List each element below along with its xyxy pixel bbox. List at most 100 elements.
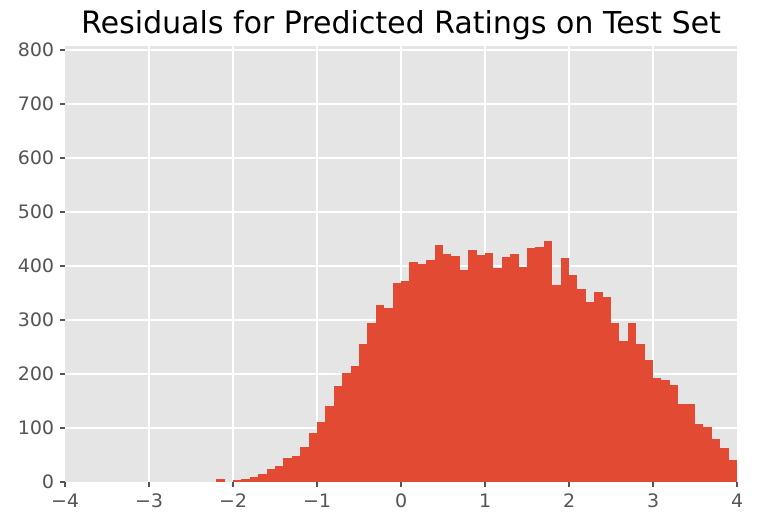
y-tick-label: 0: [41, 471, 54, 493]
histogram-bar: [392, 283, 401, 482]
chart-title: Residuals for Predicted Ratings on Test …: [81, 6, 721, 41]
histogram-bar: [359, 344, 368, 482]
histogram-bar: [384, 308, 393, 482]
x-tick-mark: [316, 482, 318, 487]
histogram-bar: [686, 403, 695, 482]
histogram-bar: [585, 302, 595, 482]
histogram-bar: [611, 322, 620, 482]
histogram-bar: [317, 422, 326, 482]
y-tick-mark: [60, 319, 65, 321]
histogram-bar: [485, 252, 494, 482]
histogram-bar: [476, 255, 485, 482]
histogram-bar: [291, 456, 301, 482]
histogram-bar: [308, 433, 317, 482]
x-tick-label: −1: [302, 490, 331, 512]
histogram-bar: [426, 259, 435, 482]
histogram-bar: [569, 274, 578, 482]
histogram-bar: [711, 439, 721, 482]
y-tick-mark: [60, 157, 65, 159]
x-tick-mark: [568, 482, 570, 487]
x-tick-mark: [736, 482, 738, 487]
histogram-bar: [233, 480, 242, 482]
histogram-bar: [258, 473, 267, 482]
y-tick-label: 700: [17, 93, 54, 115]
histogram-bar: [401, 281, 410, 482]
histogram-bar: [728, 459, 737, 482]
y-tick-label: 800: [17, 39, 54, 61]
x-tick-label: −2: [218, 490, 247, 512]
x-tick-label: 0: [394, 490, 408, 512]
histogram-bar: [678, 403, 687, 482]
histogram-bar: [342, 373, 351, 482]
histogram-bar: [266, 469, 275, 482]
y-tick-label: 300: [17, 309, 54, 331]
histogram-bar: [644, 359, 653, 482]
x-tick-mark: [484, 482, 486, 487]
histogram-bar: [409, 261, 418, 482]
histogram-bar: [661, 379, 670, 482]
histogram-bar: [417, 263, 427, 482]
histogram-bar: [375, 305, 385, 482]
histogram-bar: [451, 256, 460, 482]
histogram-bar: [619, 341, 628, 482]
y-tick-mark: [60, 265, 65, 267]
plot-area: [65, 46, 737, 482]
histogram-bar: [325, 406, 334, 482]
histogram-bar: [594, 291, 603, 482]
histogram-bar: [653, 378, 662, 482]
y-tick-label: 100: [17, 417, 54, 439]
x-tick-label: 4: [730, 490, 744, 512]
y-tick-label: 500: [17, 201, 54, 223]
y-tick-label: 200: [17, 363, 54, 385]
histogram-bar: [468, 249, 477, 482]
histogram-bar: [510, 254, 519, 482]
x-tick-mark: [652, 482, 654, 487]
histogram-bar: [275, 466, 284, 482]
histogram-bar: [560, 257, 569, 482]
y-tick-label: 600: [17, 147, 54, 169]
histogram-bar: [434, 245, 443, 482]
y-tick-mark: [60, 373, 65, 375]
gridline-vertical-2: [568, 46, 570, 482]
histogram-bar: [720, 447, 729, 482]
y-tick-mark: [60, 103, 65, 105]
histogram-bar: [501, 257, 511, 482]
x-tick-mark: [232, 482, 234, 487]
y-tick-mark: [60, 49, 65, 51]
x-tick-mark: [64, 482, 66, 487]
histogram-bar: [300, 446, 309, 482]
histogram-bar: [602, 296, 611, 482]
histogram-bar: [459, 269, 469, 482]
y-tick-label: 400: [17, 255, 54, 277]
y-tick-mark: [60, 481, 65, 483]
histogram-bar: [527, 248, 536, 482]
y-tick-mark: [60, 427, 65, 429]
histogram-bar: [552, 284, 561, 482]
histogram-bar: [283, 457, 292, 482]
histogram-bar: [627, 322, 637, 482]
histogram-bar: [350, 366, 359, 482]
x-tick-label: 1: [478, 490, 492, 512]
histogram-bar: [695, 424, 704, 482]
histogram-bar: [543, 241, 553, 482]
histogram-bar: [636, 344, 645, 482]
histogram-bar: [669, 385, 679, 482]
histogram-bar: [241, 479, 250, 482]
x-tick-label: 3: [646, 490, 660, 512]
x-tick-mark: [148, 482, 150, 487]
histogram-bar: [493, 267, 502, 482]
x-tick-label: −3: [134, 490, 163, 512]
histogram-bar: [367, 322, 376, 482]
gridline-vertical-3: [652, 46, 654, 482]
gridline-vertical--1: [316, 46, 318, 482]
gridline-vertical--2: [232, 46, 234, 482]
histogram-bar: [535, 247, 544, 482]
histogram-bar: [443, 254, 452, 482]
histogram-bar: [216, 478, 225, 482]
x-tick-label: −4: [50, 490, 79, 512]
histogram-bar: [333, 385, 343, 482]
x-tick-label: 2: [562, 490, 576, 512]
gridline-vertical-0: [400, 46, 402, 482]
histogram-bar: [249, 477, 259, 482]
